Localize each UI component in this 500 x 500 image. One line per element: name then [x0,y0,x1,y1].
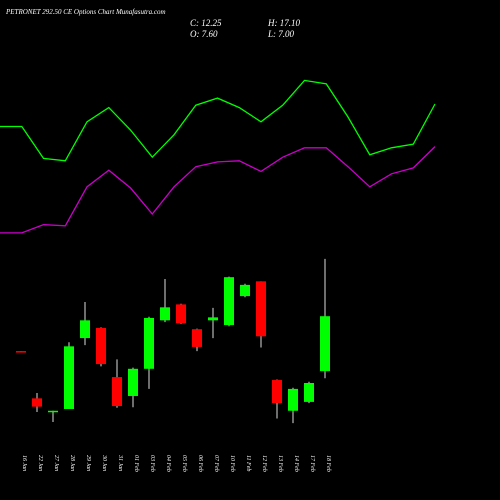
stat: H: 17.10 [267,18,300,28]
x-tick-label: 17 Feb [309,455,315,472]
candle-body [224,277,234,326]
x-tick-label: 06 Feb [197,455,203,472]
x-tick-label: 31 Jan [117,454,123,471]
candle-body [160,307,170,321]
candle-body [96,328,106,365]
chart-title: PETRONET 292.50 CE Options Chart Munafas… [5,8,166,16]
candle-body [304,382,314,402]
x-tick-label: 05 Feb [181,455,187,472]
x-tick-label: 13 Feb [277,455,283,472]
x-tick-label: 10 Feb [229,455,235,472]
candle-body [176,304,186,324]
candle-body [32,398,42,407]
candle-body [48,410,58,413]
candle-body [192,329,202,347]
candle-body [112,377,122,407]
candle-body [272,380,282,404]
x-tick-label: 16 Jan [21,455,27,471]
candle-body [208,317,218,321]
x-tick-label: 03 Feb [149,455,155,472]
x-tick-label: 11 Feb [245,455,251,471]
x-tick-label: 30 Jan [101,454,107,471]
x-tick-label: 04 Feb [165,455,172,472]
x-tick-label: 01 Feb [133,455,139,472]
candle-body [80,320,90,339]
x-tick-label: 28 Jan [69,455,75,471]
stat: O: 7.60 [190,29,218,39]
candle-body [320,316,330,372]
x-tick-label: 29 Jan [85,455,91,471]
line [0,79,436,162]
x-tick-label: 18 Feb [325,455,331,472]
x-tick-label: 07 Feb [213,455,219,472]
x-tick-label: 22 Jan [37,455,43,471]
x-tick-label: 12 Feb [261,455,267,472]
candle-body [288,388,298,411]
candle-body [256,281,266,337]
candle-body [16,351,26,353]
candle-body [128,368,138,396]
stat: C: 12.25 [190,18,222,28]
candle-body [240,284,250,297]
candle-body [64,346,74,409]
stat: L: 7.00 [267,29,295,39]
x-tick-label: 14 Feb [293,455,300,472]
line [0,146,436,234]
candle-body [144,317,154,369]
x-tick-label: 27 Jan [53,455,59,471]
